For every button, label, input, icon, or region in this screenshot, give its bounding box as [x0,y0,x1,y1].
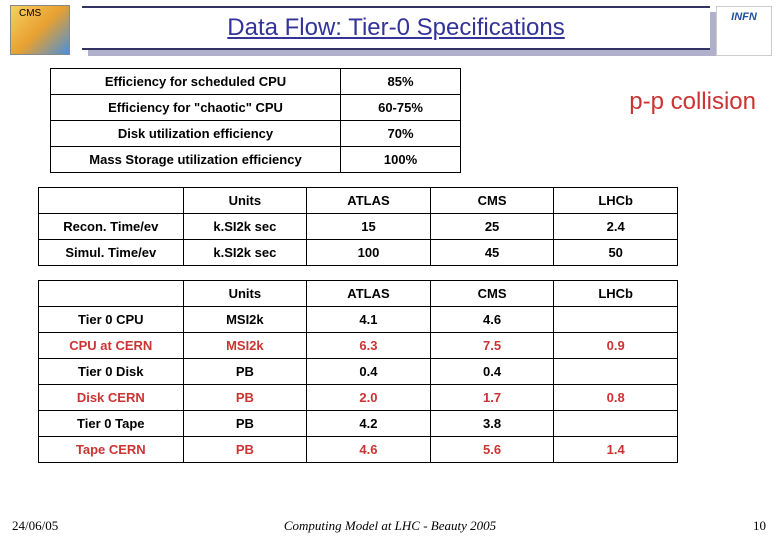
cell-label: Mass Storage utilization efficiency [51,147,341,173]
table-header-row: Units ATLAS CMS LHCb [39,281,678,307]
title-container: Data Flow: Tier-0 Specifications [82,6,710,50]
cell-value: 60-75% [341,95,461,121]
cell-value: 70% [341,121,461,147]
table-header-row: Units ATLAS CMS LHCb [39,188,678,214]
table-row: CPU at CERNMSI2k6.37.50.9 [39,333,678,359]
table-row: Disk utilization efficiency70% [51,121,461,147]
cell-value: 85% [341,69,461,95]
resources-table: Units ATLAS CMS LHCb Tier 0 CPUMSI2k4.14… [38,280,678,463]
col-header: CMS [430,188,554,214]
annotation-label: p-p collision [629,88,756,116]
col-header [39,281,184,307]
cell-label: Efficiency for "chaotic" CPU [51,95,341,121]
col-header: LHCb [554,188,678,214]
cell-label: Efficiency for scheduled CPU [51,69,341,95]
footer-date: 24/06/05 [12,518,58,534]
col-header: Units [183,188,307,214]
slide-content: Efficiency for scheduled CPU85% Efficien… [0,56,780,463]
timing-table: Units ATLAS CMS LHCb Recon. Time/ev k.SI… [38,187,678,266]
footer-page-number: 10 [753,518,766,534]
table-row: Simul. Time/ev k.SI2k sec 100 45 50 [39,240,678,266]
table-row: Tape CERNPB4.65.61.4 [39,437,678,463]
infn-logo-icon: INFN [716,6,772,56]
table-row: Efficiency for "chaotic" CPU60-75% [51,95,461,121]
slide-title: Data Flow: Tier-0 Specifications [227,14,564,41]
table-row: Mass Storage utilization efficiency100% [51,147,461,173]
cell-value: 100% [341,147,461,173]
table-row: Tier 0 CPUMSI2k4.14.6 [39,307,678,333]
table-row: Tier 0 DiskPB0.40.4 [39,359,678,385]
table-row: Efficiency for scheduled CPU85% [51,69,461,95]
slide-header: Data Flow: Tier-0 Specifications INFN [0,0,780,56]
cell-label: Disk utilization efficiency [51,121,341,147]
col-header: CMS [430,281,554,307]
col-header: Units [183,281,307,307]
col-header: ATLAS [307,188,431,214]
footer-title: Computing Model at LHC - Beauty 2005 [0,518,780,534]
efficiency-table: Efficiency for scheduled CPU85% Efficien… [50,68,461,173]
col-header: ATLAS [307,281,431,307]
table-row: Tier 0 TapePB4.23.8 [39,411,678,437]
table-row: Recon. Time/ev k.SI2k sec 15 25 2.4 [39,214,678,240]
table-row: Disk CERNPB2.01.70.8 [39,385,678,411]
col-header: LHCb [554,281,678,307]
slide-footer: 24/06/05 Computing Model at LHC - Beauty… [0,518,780,534]
col-header [39,188,184,214]
cms-logo-icon [10,5,70,55]
